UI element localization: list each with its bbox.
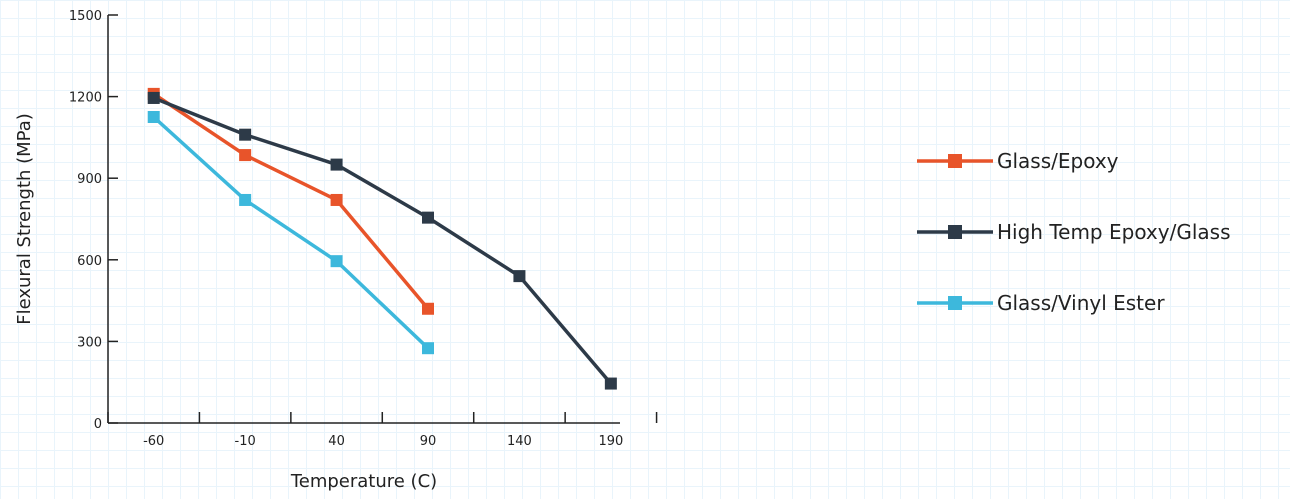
x-tick-label: -10 <box>235 434 256 449</box>
data-point <box>239 149 252 162</box>
y-tick-label: 300 <box>77 335 102 350</box>
x-tick-label: -60 <box>143 434 164 449</box>
data-point <box>422 211 434 224</box>
data-point <box>422 342 434 355</box>
data-point <box>513 270 526 283</box>
data-point <box>147 91 160 104</box>
y-tick-label: 600 <box>77 254 102 269</box>
legend-marker <box>948 225 962 239</box>
x-ticks: -60 -10 40 90 140 190 <box>107 412 658 449</box>
legend-item: Glass/Vinyl Ester <box>917 291 1165 315</box>
x-tick-label: 90 <box>420 434 437 449</box>
y-tick-label: 0 <box>94 417 102 432</box>
data-point <box>422 302 434 315</box>
x-tick-label: 40 <box>328 434 345 449</box>
series-0 <box>147 87 434 315</box>
x-tick-label: 190 <box>598 434 623 449</box>
data-point <box>239 193 252 206</box>
axes <box>107 15 620 424</box>
legend-item: High Temp Epoxy/Glass <box>917 220 1231 244</box>
data-point <box>330 158 343 171</box>
y-axis-title: Flexural Strength (MPa) <box>14 113 35 325</box>
x-tick-label: 140 <box>507 434 532 449</box>
legend-item: Glass/Epoxy <box>917 149 1119 173</box>
y-tick-label: 1500 <box>69 9 102 24</box>
legend-marker <box>948 154 962 168</box>
data-point <box>604 377 617 390</box>
legend-marker <box>948 296 962 310</box>
x-axis-title: Temperature (C) <box>290 471 437 492</box>
series-layer <box>147 87 617 390</box>
legend-label: Glass/Epoxy <box>997 149 1119 173</box>
series-line <box>152 115 430 350</box>
legend: Glass/Epoxy High Temp Epoxy/Glass Glass/Vi… <box>917 149 1231 315</box>
legend-label: High Temp Epoxy/Glass <box>997 220 1231 244</box>
data-point <box>147 111 160 123</box>
data-point <box>239 128 252 141</box>
series-line <box>152 92 430 310</box>
legend-label: Glass/Vinyl Ester <box>997 291 1165 315</box>
series-line <box>153 96 613 385</box>
y-ticks: 0 300 600 900 1200 1500 <box>69 9 118 432</box>
data-point <box>330 255 343 268</box>
series-2 <box>147 111 434 355</box>
series-1 <box>147 91 617 390</box>
y-tick-label: 1200 <box>69 91 102 106</box>
y-tick-label: 900 <box>77 172 102 187</box>
data-point <box>330 193 343 206</box>
